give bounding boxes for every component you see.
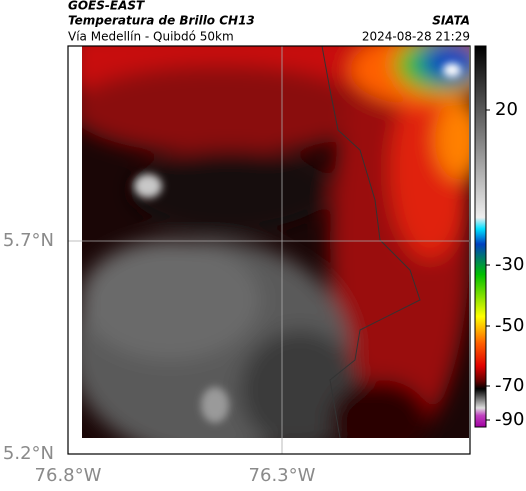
longitude-label: 76.3°W: [249, 465, 316, 486]
satellite-name: GOES-EAST: [68, 0, 145, 13]
timestamp: 2024-08-28 21:29: [362, 30, 470, 44]
longitude-label: 76.8°W: [35, 465, 102, 486]
latitude-label: 5.7°N: [3, 230, 54, 251]
colorbar-label: -90: [495, 409, 524, 430]
colorbar-label: -70: [495, 375, 524, 396]
product-title: Temperatura de Brillo CH13: [68, 14, 255, 28]
colorbar: [474, 45, 487, 428]
colorbar-label: -50: [495, 315, 524, 336]
region: Vía Medellín - Quibdó 50km: [68, 30, 234, 44]
source: SIATA: [432, 14, 470, 28]
latitude-label: 5.2°N: [3, 443, 54, 464]
colorbar-label: -30: [495, 254, 524, 275]
colorbar-label: 20: [495, 99, 518, 120]
map-frame: [67, 45, 471, 455]
colorbar-ticks: [486, 109, 490, 421]
brightness-temperature-field: [82, 46, 469, 438]
